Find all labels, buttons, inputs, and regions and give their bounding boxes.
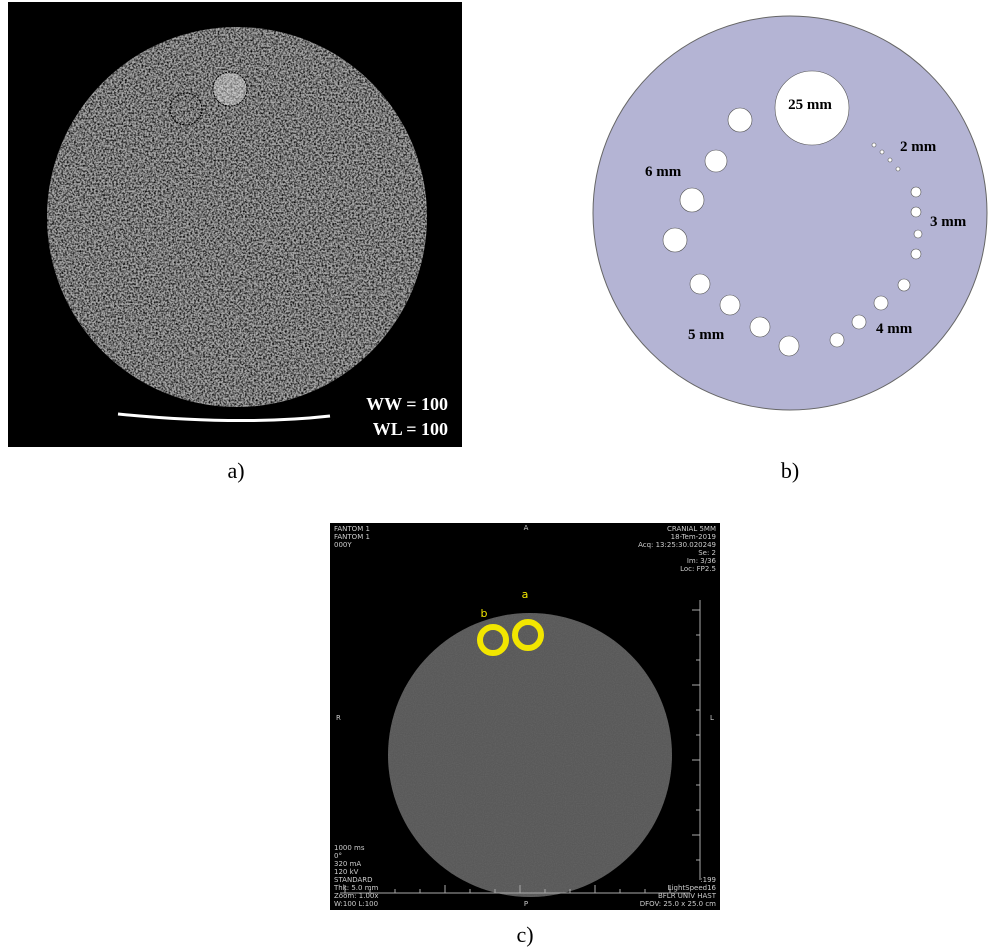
figure: WW = 100 WL = 100 a) 25 mm 2 mm 6 mm 3 m… <box>0 0 995 952</box>
panel-b: 25 mm 2 mm 6 mm 3 mm 5 mm 4 mm b) <box>593 16 987 483</box>
overlay-text: :199 <box>700 876 716 884</box>
roi-label: a <box>522 588 529 601</box>
caption: a) <box>227 458 244 483</box>
overlay-text: W:100 L:100 <box>334 900 378 908</box>
overlay-text: LightSpeed16 <box>668 884 717 892</box>
orientation-label: L <box>710 714 714 722</box>
overlay-text: FANTOM 1 <box>334 533 370 541</box>
hole-label: 5 mm <box>688 327 725 343</box>
overlay-text: 0° <box>334 852 342 860</box>
overlay-text: 000Y <box>334 541 352 549</box>
overlay-text: CRANIAL 5MM <box>667 525 716 533</box>
overlay-text: Loc: FP2.5 <box>680 565 716 573</box>
overlay-text: 18-Tem-2019 <box>671 533 716 541</box>
overlay-text: Zoom: 1.00x <box>334 892 379 900</box>
orientation-label: A <box>524 524 529 532</box>
overlay-text: 320 mA <box>334 860 361 868</box>
overlay-text: FANTOM 1 <box>334 525 370 533</box>
hole-label: 4 mm <box>876 321 913 337</box>
hole-label: 25 mm <box>788 97 832 113</box>
roi-label: b <box>481 607 488 620</box>
overlay-text: 120 kV <box>334 868 359 876</box>
caption: b) <box>781 458 799 483</box>
annotation: WL = 100 <box>373 419 448 439</box>
hole-label: 2 mm <box>900 139 937 155</box>
overlay-text: STANDARD <box>334 876 373 884</box>
annotation: WW = 100 <box>366 394 448 414</box>
overlay-text: BFLR UNIV HAST <box>658 892 717 900</box>
orientation-label: R <box>336 714 341 722</box>
overlay-text: Thk: 5.0 mm <box>333 884 379 892</box>
orientation-label: P <box>524 900 528 908</box>
caption: c) <box>516 922 533 947</box>
overlay-text: Acq: 13:25:30.020249 <box>638 541 716 549</box>
hole-label: 3 mm <box>930 214 967 230</box>
overlay-text: Im: 3/36 <box>687 557 717 565</box>
overlay-text: DFOV: 25.0 x 25.0 cm <box>640 900 716 908</box>
overlay-text: Se: 2 <box>698 549 716 557</box>
hole-label: 6 mm <box>645 164 682 180</box>
overlay-text: 1000 ms <box>334 844 365 852</box>
panel-a: WW = 100 WL = 100 a) <box>8 2 462 483</box>
